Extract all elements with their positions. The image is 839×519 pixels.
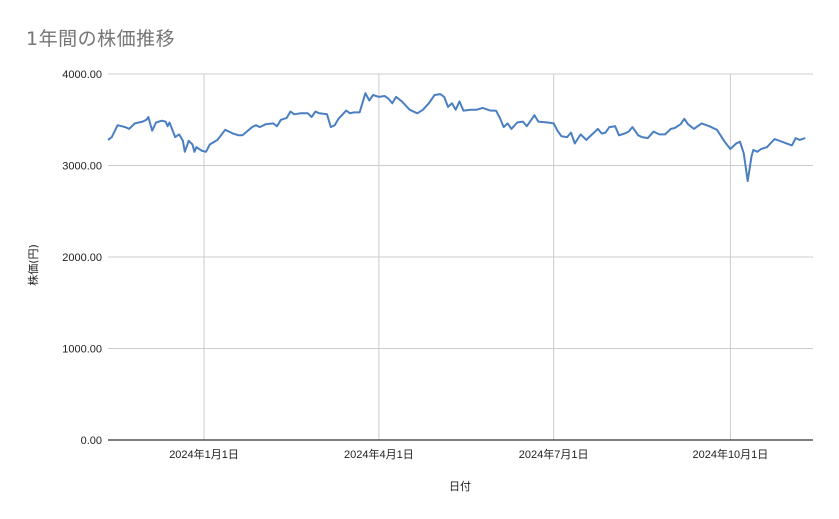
y-tick-label: 2000.00 bbox=[62, 252, 102, 264]
x-axis-ticks: 2024年1月1日 2024年4月1日 2024年7月1日 2024年10月1日 bbox=[169, 447, 768, 461]
y-tick-label: 4000.00 bbox=[62, 69, 102, 81]
gridlines bbox=[108, 73, 813, 440]
y-tick-label: 1000.00 bbox=[62, 344, 102, 356]
y-axis-ticks: 0.00 1000.00 2000.00 3000.00 4000.00 bbox=[62, 69, 102, 447]
x-tick-label: 2024年7月1日 bbox=[519, 447, 589, 461]
x-tick-label: 2024年1月1日 bbox=[169, 447, 239, 461]
y-tick-label: 0.00 bbox=[81, 435, 102, 447]
y-tick-label: 3000.00 bbox=[62, 161, 102, 173]
x-tick-label: 2024年10月1日 bbox=[692, 447, 768, 461]
price-line bbox=[107, 92, 806, 183]
y-axis-title: 株価(円) bbox=[26, 244, 40, 286]
x-tick-label: 2024年4月1日 bbox=[344, 447, 414, 461]
chart-title: 1年間の株価推移 bbox=[26, 28, 176, 50]
x-axis-title: 日付 bbox=[449, 480, 471, 493]
